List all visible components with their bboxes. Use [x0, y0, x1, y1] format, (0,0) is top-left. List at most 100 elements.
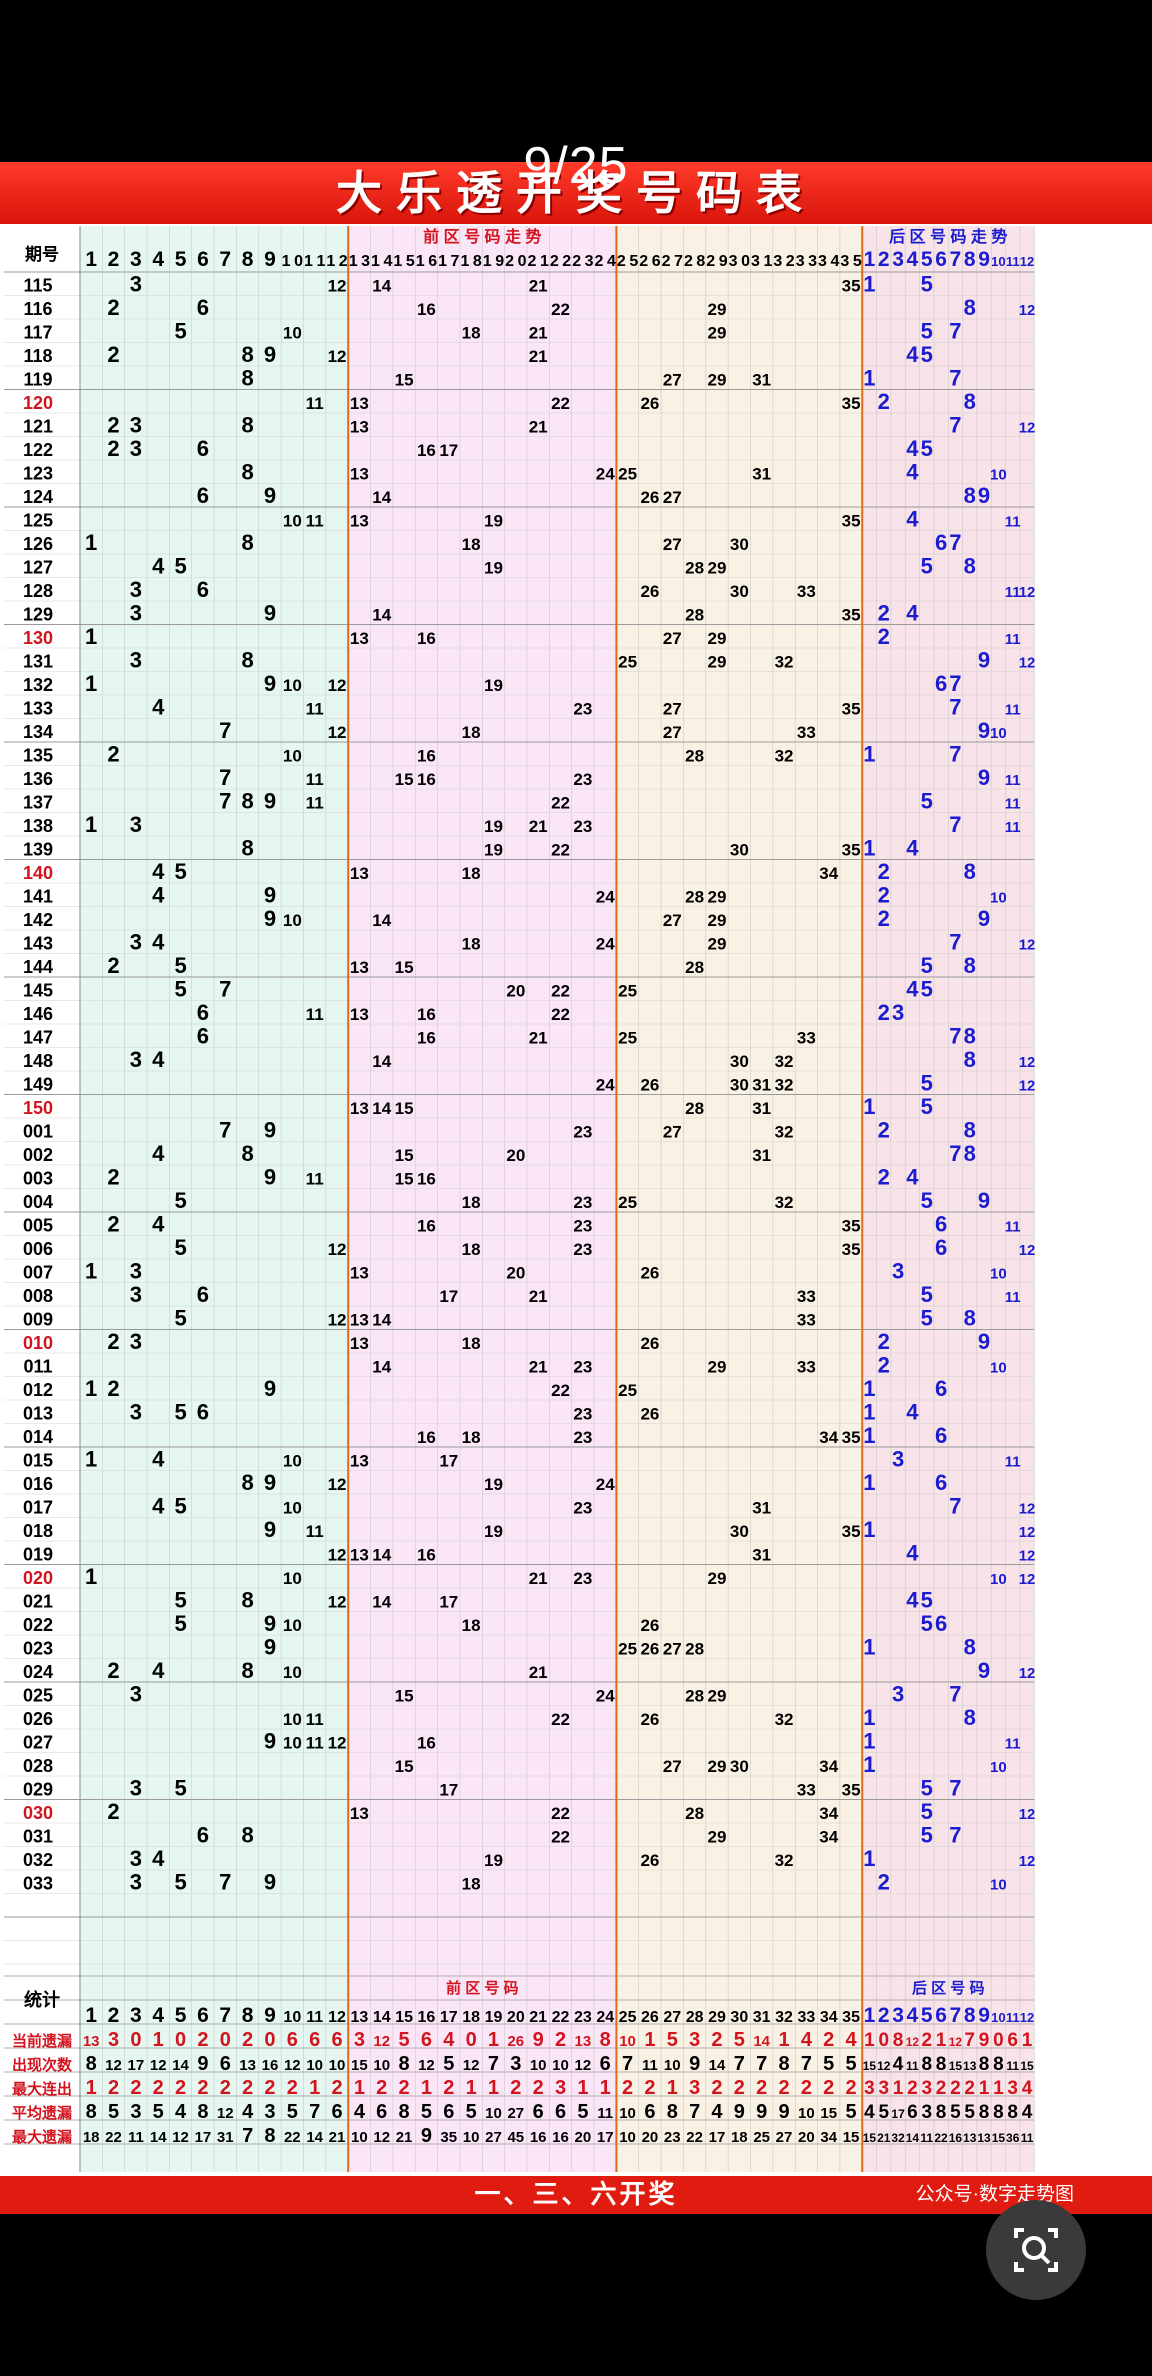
back-number: 8 [964, 389, 976, 414]
front-col-number: 1 [85, 248, 97, 271]
front-number: 10 [283, 324, 302, 343]
stats-back-value: 8 [979, 2054, 990, 2075]
issue-label: 017 [23, 1498, 53, 1518]
front-number: 9 [264, 906, 276, 931]
front-number: 4 [152, 1141, 165, 1166]
back-number: 7 [949, 671, 961, 696]
issue-label: 146 [23, 1004, 53, 1024]
issue-label: 028 [23, 1756, 53, 1776]
back-number: 1 [863, 1094, 875, 1119]
stats-back-value: 15 [949, 2059, 963, 2073]
stats-front-value: 8 [600, 2029, 611, 2051]
front-number: 11 [306, 512, 324, 531]
front-number: 13 [350, 1452, 369, 1471]
back-number: 1 [863, 1423, 875, 1448]
stats-front-value: 5 [577, 2101, 588, 2123]
front-number: 22 [551, 1381, 570, 1400]
stats-front-col: 7 [219, 2004, 231, 2027]
front-number: 29 [708, 559, 727, 578]
front-number: 23 [573, 1405, 592, 1424]
back-number: 2 [878, 389, 890, 414]
issue-label: 004 [23, 1192, 53, 1212]
stats-front-value: 6 [555, 2101, 566, 2123]
front-number: 4 [152, 1047, 165, 1072]
stats-back-value: 5 [950, 2102, 961, 2123]
issue-label: 124 [23, 487, 53, 507]
front-number: 14 [372, 488, 391, 507]
back-number: 1 [863, 1470, 875, 1495]
stats-row-label: 当前遗漏 [12, 2032, 72, 2050]
stats-back-value: 4 [893, 2054, 904, 2075]
front-number: 2 [107, 1658, 119, 1683]
stats-front-value: 22 [105, 2129, 122, 2146]
stats-front-value: 26 [507, 2033, 524, 2050]
stats-front-value: 2 [153, 2077, 164, 2099]
back-number: 9 [978, 1188, 990, 1213]
front-number: 26 [640, 582, 659, 601]
stats-front-col: 16 [418, 2009, 436, 2026]
stats-front-value: 2 [622, 2077, 633, 2099]
stats-back-value: 13 [977, 2131, 991, 2145]
front-number: 12 [328, 1593, 347, 1612]
back-number: 8 [964, 1047, 976, 1072]
front-number: 23 [573, 1240, 592, 1259]
issue-label: 137 [23, 793, 53, 813]
front-number: 15 [395, 958, 414, 977]
stats-front-value: 12 [463, 2057, 480, 2074]
stats-front-value: 2 [108, 2077, 119, 2099]
stats-front-value: 7 [801, 2053, 812, 2075]
back-number: 5 [921, 1823, 933, 1848]
stats-front-value: 1 [577, 2077, 588, 2099]
front-number: 4 [152, 695, 165, 720]
front-number: 9 [264, 1635, 276, 1660]
front-number: 15 [395, 1687, 414, 1706]
stats-back-value: 12 [949, 2035, 963, 2049]
front-number: 28 [685, 559, 704, 578]
lens-search-button[interactable] [986, 2200, 1086, 2300]
front-number: 32 [775, 653, 794, 672]
stats-front-value: 45 [507, 2129, 524, 2146]
front-number: 14 [372, 606, 391, 625]
back-number: 4 [906, 460, 919, 485]
stats-front-value: 2 [197, 2077, 208, 2099]
stats-back-value: 11 [906, 2059, 919, 2073]
front-number: 29 [708, 911, 727, 930]
stats-front-value: 2 [823, 2029, 834, 2051]
stats-front-value: 20 [642, 2129, 659, 2146]
stats-back-value: 6 [907, 2102, 918, 2123]
issue-label: 136 [23, 769, 53, 789]
front-number: 29 [708, 1687, 727, 1706]
stats-back-value: 6 [1007, 2030, 1018, 2051]
stats-front-value: 6 [331, 2101, 342, 2123]
issue-label: 005 [23, 1216, 53, 1236]
front-number: 11 [306, 700, 324, 719]
front-number: 10 [283, 1569, 302, 1588]
back-col-number: 10 [991, 254, 1005, 269]
issue-label: 027 [23, 1733, 53, 1753]
stats-back-value: 1 [1022, 2030, 1033, 2051]
front-number: 35 [842, 1522, 861, 1541]
front-number: 21 [529, 817, 548, 836]
front-number: 19 [484, 512, 503, 531]
stats-front-value: 6 [600, 2053, 611, 2075]
front-number: 15 [395, 1757, 414, 1776]
front-number: 5 [174, 319, 186, 344]
stats-back-value: 2 [950, 2078, 961, 2099]
front-number: 9 [264, 342, 276, 367]
stats-front-value: 1 [86, 2077, 97, 2099]
back-number: 12 [1019, 420, 1036, 437]
front-number: 23 [573, 700, 592, 719]
front-number: 16 [417, 1005, 436, 1024]
front-number: 28 [685, 1640, 704, 1659]
issue-label: 145 [23, 981, 53, 1001]
stats-front-value: 3 [130, 2101, 141, 2123]
back-number: 5 [921, 1282, 933, 1307]
back-number: 6 [935, 1376, 947, 1401]
stats-front-value: 1 [421, 2077, 432, 2099]
front-number: 7 [219, 1870, 231, 1895]
stats-front-value: 18 [731, 2129, 748, 2146]
front-number: 19 [484, 1522, 503, 1541]
stats-front-value: 10 [329, 2057, 346, 2074]
front-number: 4 [152, 554, 165, 579]
back-number: 12 [1019, 1853, 1036, 1870]
